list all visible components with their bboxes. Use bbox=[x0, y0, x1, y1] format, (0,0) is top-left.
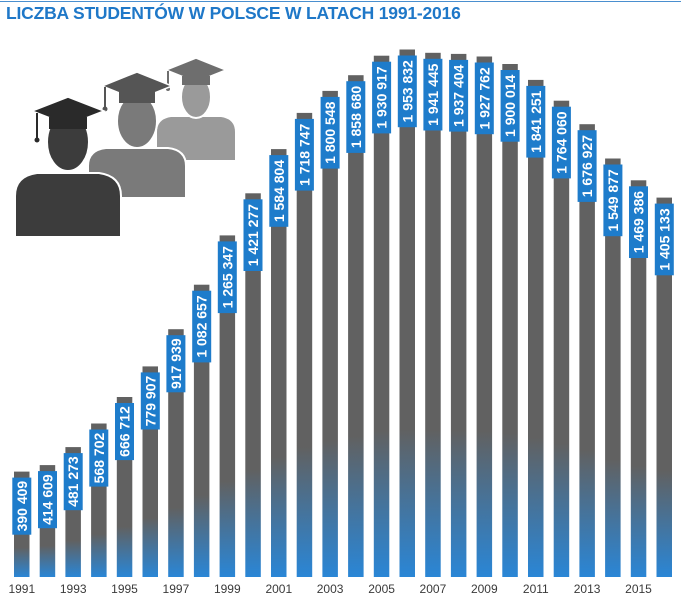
value-label-box-1994 bbox=[89, 429, 109, 487]
value-label-2006: 1 953 832 bbox=[399, 60, 415, 122]
value-label-2001: 1 584 804 bbox=[271, 160, 287, 222]
value-label-box-1992 bbox=[38, 471, 57, 529]
value-label-2013: 1 676 927 bbox=[579, 135, 595, 197]
bar-2007 bbox=[425, 52, 441, 578]
value-label-box-1995 bbox=[115, 403, 134, 461]
tick-label-1999: 1999 bbox=[214, 582, 241, 596]
value-label-2011: 1 841 251 bbox=[528, 90, 544, 152]
value-label-box-2010 bbox=[500, 70, 520, 142]
value-label-1995: 666 712 bbox=[117, 406, 133, 457]
value-label-1993: 481 273 bbox=[65, 456, 81, 507]
tick-label-2009: 2009 bbox=[471, 582, 498, 596]
value-label-2015: 1 469 386 bbox=[631, 191, 647, 253]
value-label-box-2004 bbox=[346, 81, 366, 153]
value-label-2016: 1 405 133 bbox=[656, 208, 672, 270]
value-label-1997: 917 939 bbox=[168, 338, 184, 389]
x-axis-ticks: 1991 1993 1995 1997 1999 2001 2003 2005 2007 2009… bbox=[8, 582, 652, 596]
value-label-box-2009 bbox=[474, 62, 494, 135]
value-label-box-2015 bbox=[629, 186, 648, 258]
tick-label-1993: 1993 bbox=[60, 582, 87, 596]
bars bbox=[14, 49, 672, 578]
value-label-2007: 1 941 445 bbox=[425, 63, 441, 125]
bar-2014 bbox=[605, 158, 621, 577]
value-label-box-2003 bbox=[320, 96, 340, 169]
bar-2005 bbox=[373, 55, 390, 577]
value-label-box-1991 bbox=[12, 477, 32, 535]
bar-2012 bbox=[553, 100, 570, 577]
tick-label-1991: 1991 bbox=[8, 582, 35, 596]
graduates-icon bbox=[14, 57, 235, 238]
tick-label-2013: 2013 bbox=[574, 582, 601, 596]
value-label-box-2005 bbox=[372, 61, 392, 134]
value-label-box-2002 bbox=[294, 118, 314, 191]
value-label-1994: 568 702 bbox=[91, 432, 107, 483]
tick-label-2005: 2005 bbox=[368, 582, 395, 596]
tick-label-2001: 2001 bbox=[265, 582, 292, 596]
top-rule bbox=[0, 1, 681, 2]
value-label-2004: 1 858 680 bbox=[348, 86, 364, 148]
value-label-2008: 1 937 404 bbox=[451, 64, 467, 126]
bar-2010 bbox=[502, 64, 518, 577]
bar-2016 bbox=[656, 197, 672, 577]
value-label-box-2000 bbox=[243, 199, 263, 271]
bar-2001 bbox=[271, 149, 287, 577]
bar-2002 bbox=[296, 112, 313, 578]
value-label-box-2013 bbox=[577, 130, 597, 202]
bar-2008 bbox=[450, 53, 467, 577]
tick-label-2007: 2007 bbox=[420, 582, 447, 596]
value-label-2002: 1 718 747 bbox=[296, 123, 312, 185]
value-label-box-1996 bbox=[140, 372, 160, 430]
value-label-box-1999 bbox=[217, 241, 237, 314]
bar-2015 bbox=[630, 180, 647, 578]
bar-2011 bbox=[528, 79, 544, 578]
value-label-box-1993 bbox=[63, 453, 83, 511]
bar-1999 bbox=[219, 235, 236, 577]
tick-label-1995: 1995 bbox=[111, 582, 138, 596]
value-label-1999: 1 265 347 bbox=[219, 246, 235, 308]
graduate-front bbox=[14, 96, 122, 238]
bar-2009 bbox=[476, 56, 493, 577]
tick-label-2003: 2003 bbox=[317, 582, 344, 596]
value-label-2003: 1 800 548 bbox=[322, 101, 338, 163]
value-label-1998: 1 082 657 bbox=[194, 295, 210, 357]
value-label-2009: 1 927 762 bbox=[476, 67, 492, 129]
bar-2006 bbox=[399, 49, 415, 577]
value-label-box-2016 bbox=[654, 203, 674, 276]
bar-2004 bbox=[348, 75, 364, 577]
value-label-2014: 1 549 877 bbox=[605, 169, 621, 231]
value-label-box-2006 bbox=[397, 55, 417, 128]
tick-label-2015: 2015 bbox=[625, 582, 652, 596]
value-label-box-2007 bbox=[423, 58, 443, 131]
graduate-back bbox=[157, 57, 235, 160]
value-label-2000: 1 421 277 bbox=[245, 204, 261, 266]
value-label-2010: 1 900 014 bbox=[502, 74, 518, 136]
value-label-box-1998 bbox=[192, 290, 212, 363]
value-label-1991: 390 409 bbox=[14, 481, 30, 532]
tick-label-2011: 2011 bbox=[523, 582, 549, 596]
value-label-box-2011 bbox=[526, 85, 546, 158]
value-label-box-2014 bbox=[603, 164, 623, 237]
value-label-2012: 1 764 060 bbox=[553, 111, 569, 173]
tick-label-1997: 1997 bbox=[163, 582, 190, 596]
value-labels: 390 409 414 609 481 273 568 702 666 712 779 9… bbox=[12, 55, 674, 535]
bar-2000 bbox=[245, 193, 261, 578]
bar-2003 bbox=[322, 90, 338, 578]
value-label-box-2012 bbox=[551, 106, 571, 179]
value-label-1992: 414 609 bbox=[40, 474, 56, 525]
value-label-box-2001 bbox=[269, 155, 289, 227]
chart-title: LICZBA STUDENTÓW W POLSCE W LATACH 1991-… bbox=[6, 3, 461, 23]
value-label-2005: 1 930 917 bbox=[374, 66, 390, 128]
value-label-1996: 779 907 bbox=[142, 375, 158, 426]
value-label-box-2008 bbox=[449, 59, 469, 132]
value-label-box-1997 bbox=[166, 335, 186, 393]
bar-2013 bbox=[579, 124, 595, 577]
